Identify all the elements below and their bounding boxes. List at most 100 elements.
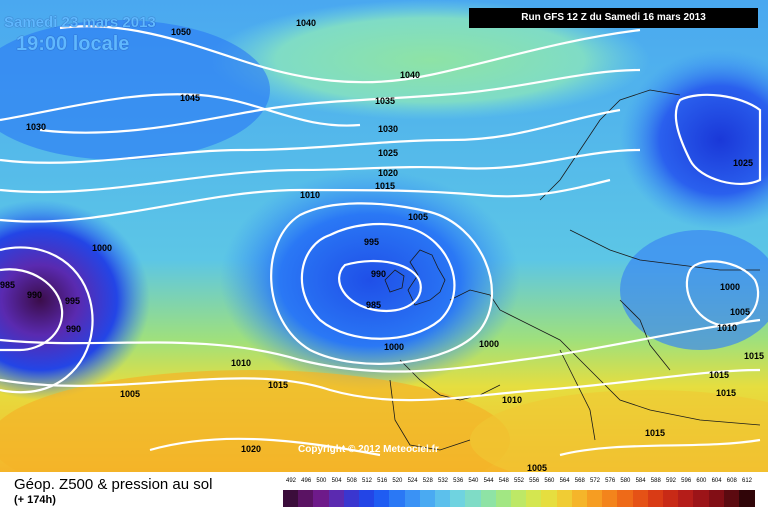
- isobar-label: 1005: [120, 389, 140, 399]
- scale-tick-label: 564: [559, 478, 570, 484]
- scale-swatch: [571, 490, 588, 507]
- scale-swatch: [450, 490, 467, 507]
- scale-tick-label: 576: [605, 478, 616, 484]
- scandinavia-low-field: [620, 50, 768, 230]
- scale-swatch: [602, 490, 619, 507]
- scale-swatch: [389, 490, 406, 507]
- isobar-label: 1005: [730, 307, 750, 317]
- scale-tick-label: 580: [620, 478, 631, 484]
- scale-swatch: [359, 490, 375, 507]
- scale-swatch: [541, 490, 558, 507]
- isobar-label: 995: [65, 296, 80, 306]
- scale-swatch: [723, 490, 740, 507]
- mediterranean-high-field: [470, 390, 768, 472]
- scale-tick-label: 560: [544, 478, 555, 484]
- scale-tick-label: 584: [635, 478, 646, 484]
- forecast-lead-time: (+ 174h): [14, 494, 56, 506]
- isobar-label: 1050: [171, 27, 191, 37]
- isobar-label: 1015: [744, 351, 764, 361]
- scale-tick-label: 608: [726, 478, 737, 484]
- scale-swatch: [556, 490, 573, 507]
- scale-tick-label: 512: [361, 478, 372, 484]
- forecast-date: Samedi 23 mars 2013: [4, 14, 156, 31]
- scale-swatch: [374, 490, 391, 507]
- scale-tick-label: 568: [574, 478, 585, 484]
- scale-tick-label: 556: [529, 478, 540, 484]
- scale-swatch: [328, 490, 345, 507]
- scale-swatch: [495, 490, 512, 507]
- isobar-label: 995: [364, 237, 379, 247]
- coastlines: [384, 89, 761, 451]
- scale-tick-label: 572: [589, 478, 600, 484]
- scale-swatch: [404, 490, 421, 507]
- scale-swatch: [298, 490, 315, 507]
- isobar-label: 1035: [375, 96, 395, 106]
- scale-tick-label: 492: [285, 478, 296, 484]
- isobar-label: 1015: [268, 380, 288, 390]
- scale-tick-label: 612: [741, 478, 752, 484]
- scale-swatch: [678, 490, 695, 507]
- scale-tick-label: 524: [407, 478, 418, 484]
- map-canvas: 1050 1045 1040 1040 1035 1030 1030 1025 …: [0, 0, 768, 472]
- isobar-label: 1015: [716, 388, 736, 398]
- scale-tick-label: 520: [392, 478, 403, 484]
- scale-swatch: [587, 490, 603, 507]
- scale-swatch: [739, 490, 755, 507]
- isobar-label: 1010: [300, 190, 320, 200]
- scale-tick-label: 600: [696, 478, 707, 484]
- scale-tick-label: 540: [468, 478, 479, 484]
- footer-bar: Géop. Z500 & pression au sol (+ 174h) 49…: [0, 472, 768, 512]
- scale-swatch: [283, 490, 299, 507]
- isobar-label: 1010: [502, 395, 522, 405]
- isobar-label: 1020: [241, 444, 261, 454]
- scale-swatch: [511, 490, 527, 507]
- scale-tick-label: 528: [422, 478, 433, 484]
- scale-swatch: [617, 490, 634, 507]
- isobar-label: 1020: [378, 168, 398, 178]
- isobar-label: 1000: [384, 342, 404, 352]
- isobar-label: 1015: [375, 181, 395, 191]
- scale-tick-label: 548: [498, 478, 509, 484]
- scale-swatch: [663, 490, 679, 507]
- isobar-label: 1000: [479, 339, 499, 349]
- isobar-label: 1015: [645, 428, 665, 438]
- isobar-label: 1025: [733, 158, 753, 168]
- scale-tick-label: 588: [650, 478, 661, 484]
- scale-tick-label: 532: [437, 478, 448, 484]
- scale-tick-label: 596: [681, 478, 692, 484]
- isobar-label: 990: [66, 324, 81, 334]
- scale-swatch: [465, 490, 482, 507]
- weather-map: 1050 1045 1040 1040 1035 1030 1030 1025 …: [0, 0, 768, 472]
- ridge-field: [210, 0, 650, 120]
- isobar-label: 1005: [408, 212, 428, 222]
- isobar-lines: [0, 25, 762, 457]
- scale-swatch: [708, 490, 725, 507]
- central-low-field: [220, 170, 520, 390]
- scale-tick-label: 516: [377, 478, 388, 484]
- copyright-text: Copyright © 2012 Meteociel.fr: [298, 444, 439, 455]
- isobar-label: 1010: [717, 323, 737, 333]
- model-run-label: Run GFS 12 Z du Samedi 16 mars 2013: [469, 8, 758, 28]
- isobar-label: 985: [0, 280, 15, 290]
- scale-tick-label: 604: [711, 478, 722, 484]
- scale-swatch: [435, 490, 451, 507]
- subtropical-high-field: [0, 370, 510, 472]
- scale-swatch: [693, 490, 710, 507]
- scale-swatch: [632, 490, 649, 507]
- scale-tick-label: 536: [453, 478, 464, 484]
- isobar-label: 990: [27, 290, 42, 300]
- isobar-label: 1025: [378, 148, 398, 158]
- scale-tick-label: 592: [665, 478, 676, 484]
- map-title: Géop. Z500 & pression au sol: [14, 476, 213, 493]
- isobar-label: 990: [371, 269, 386, 279]
- isobar-label: 1045: [180, 93, 200, 103]
- isobar-label: 1040: [400, 70, 420, 80]
- isobar-label: 1005: [527, 463, 547, 472]
- isobar-labels: 1050 1045 1040 1040 1035 1030 1030 1025 …: [0, 18, 764, 472]
- scale-tick-label: 552: [513, 478, 524, 484]
- isobar-label: 985: [366, 300, 381, 310]
- eastern-low-field: [620, 230, 768, 350]
- color-scale-legend: 492 496 500 504 508 512 516 520 524 528 532 536 540 5…: [283, 478, 755, 508]
- scale-swatch: [480, 490, 497, 507]
- isobar-label: 1030: [26, 122, 46, 132]
